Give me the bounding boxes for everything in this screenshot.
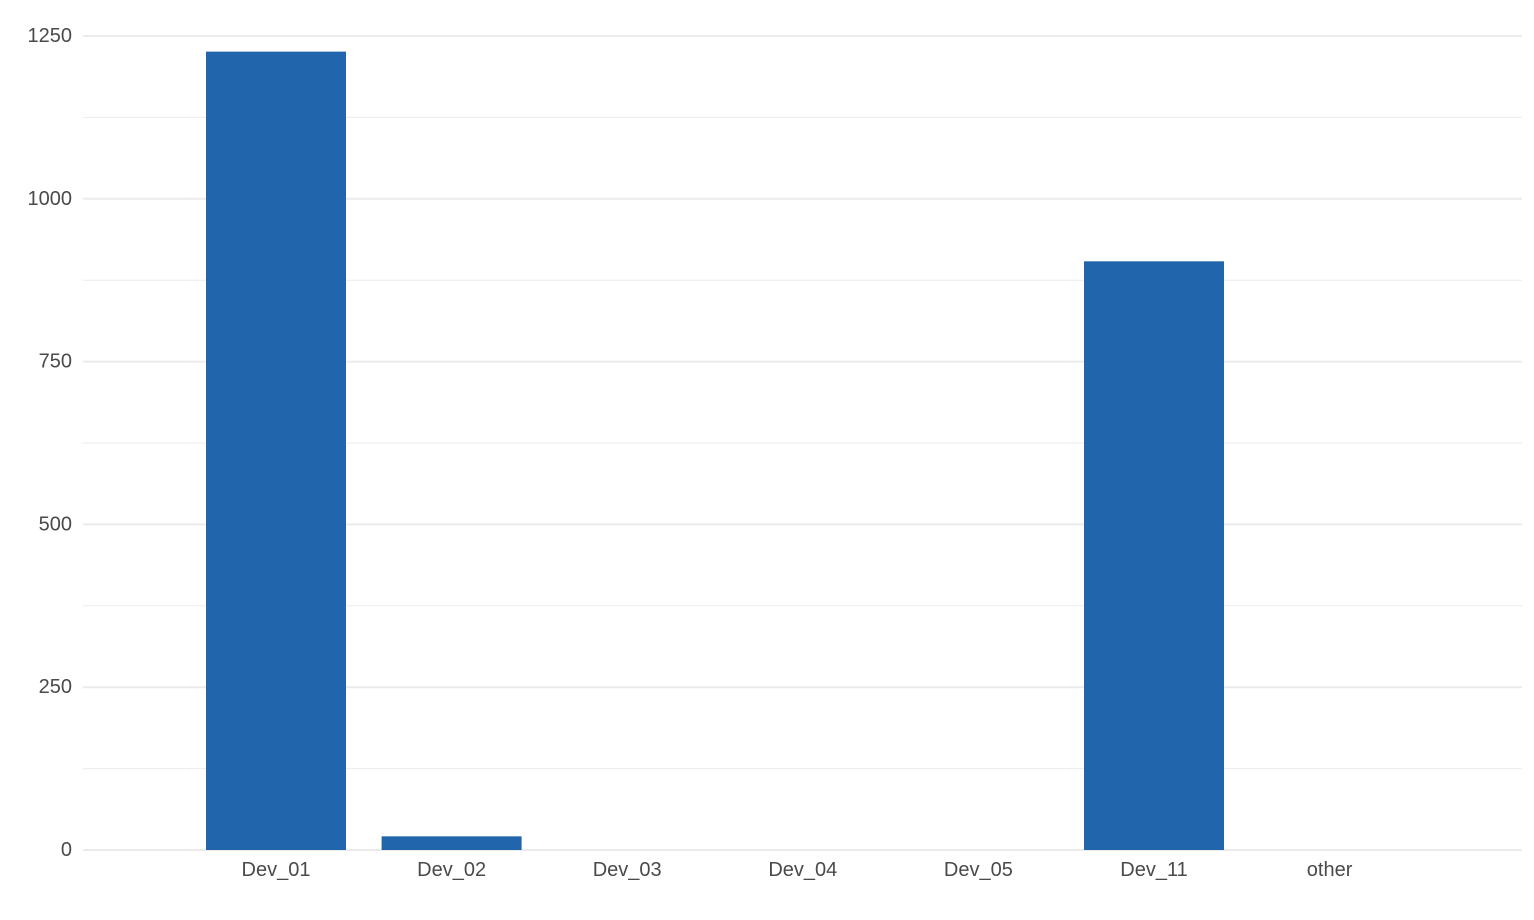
x-tick-label: Dev_05 xyxy=(944,859,1013,881)
y-tick-label: 0 xyxy=(61,839,72,861)
x-tick-label: other xyxy=(1307,859,1353,881)
y-tick-label: 1000 xyxy=(28,188,73,210)
y-tick-label: 750 xyxy=(39,351,72,373)
y-tick-label: 500 xyxy=(39,513,72,535)
bar-dev-11 xyxy=(1084,261,1224,850)
x-tick-label: Dev_01 xyxy=(242,859,311,881)
y-tick-label: 1250 xyxy=(28,25,73,47)
bar-dev-02 xyxy=(381,836,522,850)
x-tick-label: Dev_03 xyxy=(593,859,662,881)
bars xyxy=(206,51,1224,851)
y-tick-label: 250 xyxy=(39,676,72,698)
x-tick-label: Dev_11 xyxy=(1120,859,1187,881)
x-tick-label: Dev_02 xyxy=(417,859,486,881)
x-axis-ticks: Dev_01 Dev_02 Dev_03 Dev_04 Dev_05 Dev_11 othe… xyxy=(242,859,1353,881)
y-axis-ticks: 0 250 500 750 1000 1250 xyxy=(28,25,73,861)
x-tick-label: Dev_04 xyxy=(768,859,837,881)
bar-dev-01 xyxy=(206,51,346,851)
